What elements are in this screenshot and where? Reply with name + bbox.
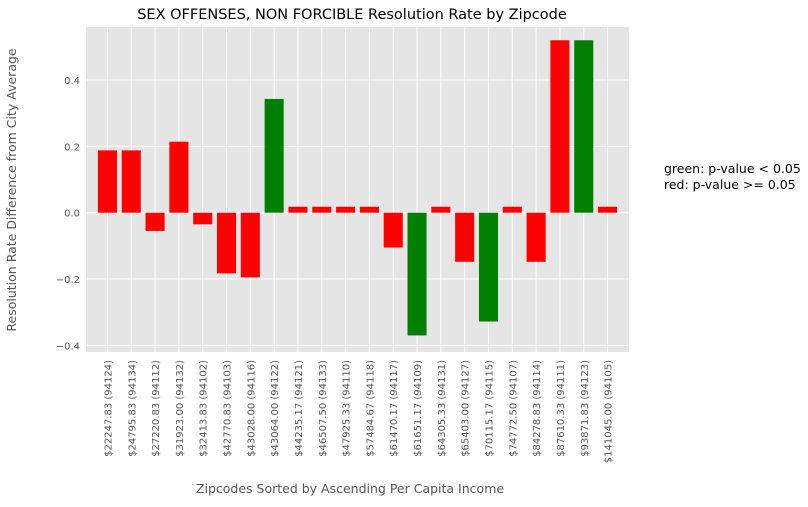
bar — [502, 206, 522, 213]
bar — [359, 206, 379, 213]
bar — [574, 40, 594, 213]
x-tick-label: $47925.33 (94110) — [342, 360, 353, 457]
plot-area — [86, 27, 629, 352]
x-tick-label: $43028.00 (94116) — [246, 360, 257, 457]
x-tick-label: $42770.83 (94103) — [223, 360, 234, 457]
x-tick-label: $64305.33 (94131) — [437, 360, 448, 457]
bar — [550, 40, 570, 213]
bar — [455, 212, 475, 262]
x-tick-label: $61470.17 (94117) — [389, 360, 400, 457]
bar — [431, 206, 451, 213]
chart-title: SEX OFFENSES, NON FORCIBLE Resolution Ra… — [137, 7, 567, 23]
bar — [240, 212, 260, 278]
bar — [216, 212, 237, 274]
x-tick-label: $46507.50 (94133) — [318, 360, 329, 457]
bar — [478, 212, 499, 322]
bar — [598, 206, 618, 213]
y-tick-label: 0.2 — [64, 142, 80, 153]
bar — [145, 212, 165, 231]
bar — [121, 150, 141, 213]
bar — [288, 206, 308, 213]
legend-red-note: red: p-value >= 0.05 — [664, 177, 796, 192]
x-tick-label: $44235.17 (94121) — [294, 360, 305, 457]
bar — [97, 150, 117, 213]
x-tick-label: $61651.17 (94109) — [413, 360, 424, 457]
legend-green-note: green: p-value < 0.05 — [664, 161, 801, 176]
x-tick-label: $93871.83 (94123) — [580, 360, 591, 457]
x-tick-label: $43064.00 (94122) — [270, 360, 281, 457]
x-axis-label: Zipcodes Sorted by Ascending Per Capita … — [196, 481, 504, 496]
x-tick-label: $32413.83 (94102) — [199, 360, 210, 457]
x-tick-label: $22247.83 (94124) — [103, 360, 114, 457]
bar — [264, 98, 284, 213]
bar — [169, 141, 189, 213]
significance-legend: green: p-value < 0.05 red: p-value >= 0.… — [664, 161, 801, 193]
bar — [526, 212, 546, 262]
x-tick-label: $31923.00 (94132) — [175, 360, 186, 457]
y-tick-label: −0.2 — [56, 275, 80, 286]
bar — [193, 212, 213, 225]
y-tick-label: 0.4 — [64, 76, 80, 87]
x-tick-label: $84278.83 (94114) — [532, 360, 543, 457]
x-tick-label: $74772.50 (94107) — [508, 360, 519, 457]
bar — [407, 212, 427, 336]
x-tick-label: $141045.00 (94105) — [604, 360, 615, 463]
x-tick-label: $70115.17 (94115) — [484, 360, 495, 457]
x-tick-label: $57484.67 (94118) — [365, 360, 376, 457]
bar — [336, 206, 356, 213]
bar — [383, 212, 403, 248]
bar — [312, 206, 332, 213]
x-tick-label: $27220.83 (94112) — [151, 360, 162, 457]
x-tick-label: $87610.33 (94111) — [556, 360, 567, 457]
y-axis-label: Resolution Rate Difference from City Ave… — [4, 48, 19, 332]
x-tick-label: $65403.00 (94127) — [461, 360, 472, 457]
y-tick-label: −0.4 — [56, 341, 80, 352]
x-tick-label: $24795.83 (94134) — [127, 360, 138, 457]
y-tick-label: 0.0 — [64, 209, 80, 220]
